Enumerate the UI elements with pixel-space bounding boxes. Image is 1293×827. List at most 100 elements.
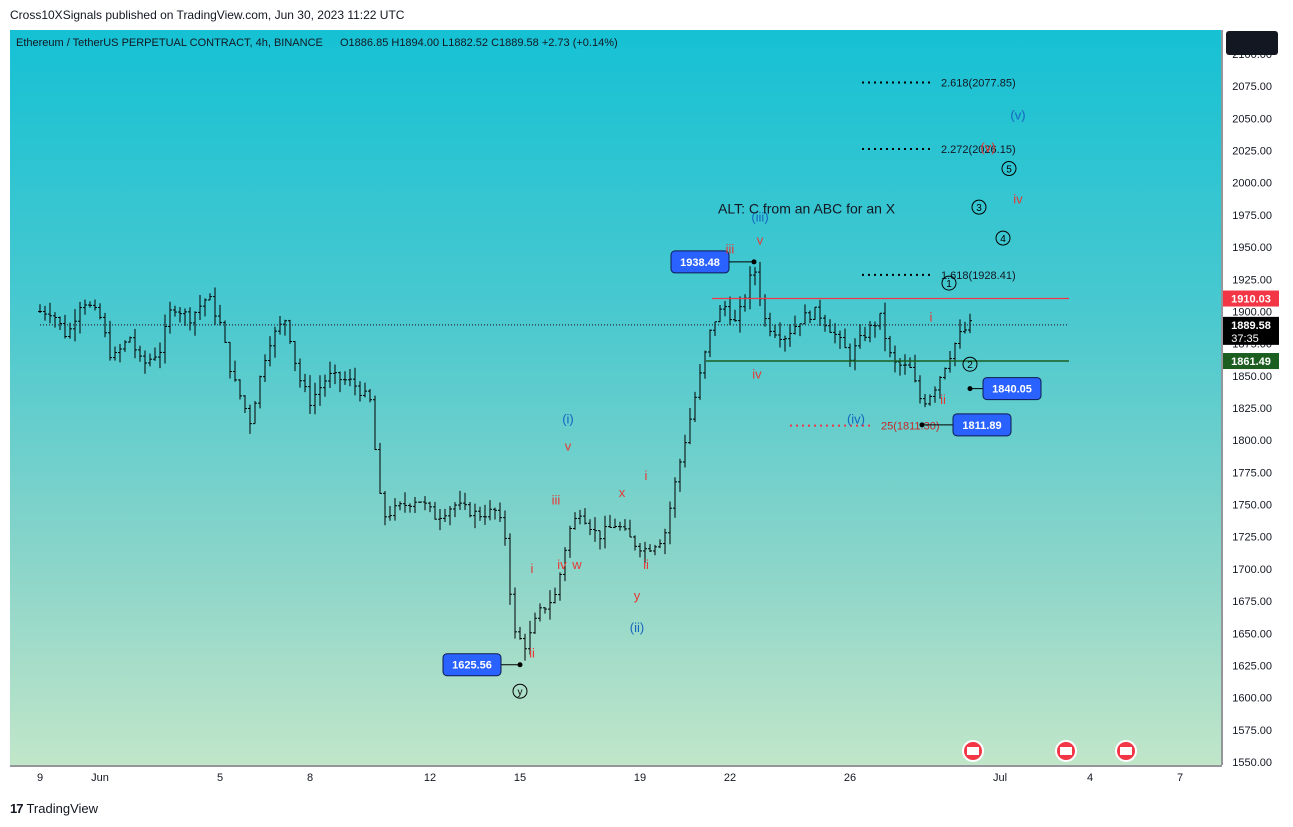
ohlc-values: O1886.85 H1894.00 L1882.52 C1889.58 +2.7… — [340, 37, 618, 49]
wave-label: y — [634, 588, 641, 603]
wave-label: i — [930, 310, 933, 325]
wave-circle — [971, 199, 987, 215]
y-tick-label: 1950.00 — [1232, 242, 1272, 254]
y-tick-label: 1700.00 — [1232, 564, 1272, 576]
price-badge-label: 1861.49 — [1231, 356, 1271, 368]
callout-label: 1938.48 — [680, 257, 720, 269]
event-flag-icon-inner — [1120, 747, 1132, 755]
wave-label: iv — [1013, 191, 1023, 206]
wave-label: iv — [557, 557, 567, 572]
price-badge — [1223, 316, 1279, 345]
x-tick-label: 5 — [217, 772, 223, 784]
wave-label: (iii) — [751, 209, 768, 224]
wave-circle — [512, 683, 528, 699]
wave-label: x — [619, 485, 626, 500]
y-tick-label: 2100.00 — [1232, 49, 1272, 61]
wave-label: i — [645, 468, 648, 483]
x-tick-label: 9 — [37, 772, 43, 784]
wave-label: ii — [643, 557, 649, 572]
price-badge — [1223, 353, 1279, 370]
wave-label: i — [531, 561, 534, 576]
annotation-text: ALT: C from an ABC for an X — [718, 201, 896, 217]
wave-circle-label: 4 — [1000, 234, 1006, 245]
price-badge-label: 1889.58 — [1231, 320, 1271, 332]
y-tick-label: 1650.00 — [1232, 628, 1272, 640]
y-tick-label: 1575.00 — [1232, 725, 1272, 737]
x-tick-label: 12 — [424, 772, 436, 784]
callout-dot — [517, 662, 523, 668]
chart-title: Ethereum / TetherUS PERPETUAL CONTRACT, … — [16, 37, 323, 49]
y-tick-label: 1550.00 — [1232, 757, 1272, 769]
y-tick-label: 1750.00 — [1232, 500, 1272, 512]
wave-label: (ii) — [630, 620, 644, 635]
x-tick-label: 19 — [634, 772, 646, 784]
wave-label: ii — [940, 392, 946, 407]
wave-circle-label: 2 — [967, 360, 973, 371]
footer: 17 TradingView — [10, 801, 98, 816]
wave-label: iv — [752, 366, 762, 381]
wave-label: iii — [552, 493, 561, 508]
y-tick-label: 2050.00 — [1232, 113, 1272, 125]
y-tick-label: 1725.00 — [1232, 532, 1272, 544]
wave-label: w — [571, 557, 582, 572]
callout-label: 1811.89 — [962, 420, 1001, 432]
event-flag-icon-inner — [1060, 747, 1072, 755]
callout-box — [952, 413, 1012, 437]
wave-circle — [962, 356, 978, 372]
y-tick-label: 1675.00 — [1232, 596, 1272, 608]
wave-circle-label: 3 — [976, 203, 982, 214]
tradingview-brand[interactable]: TradingView — [26, 801, 99, 816]
wave-label: (iv) — [847, 411, 865, 426]
y-tick-label: 1975.00 — [1232, 210, 1272, 222]
x-tick-label: Jun — [91, 772, 109, 784]
wave-label: (i) — [562, 411, 574, 426]
wave-circle — [941, 275, 957, 291]
callout-dot — [919, 422, 925, 428]
y-tick-label: 2000.00 — [1232, 178, 1272, 190]
fib-label: 2.618(2077.85) — [941, 77, 1016, 89]
wave-circle-label: y — [518, 687, 523, 698]
callout-label: 1625.56 — [452, 660, 492, 672]
callout-box — [982, 377, 1042, 401]
callout-dot — [967, 386, 973, 392]
x-tick-label: Jul — [993, 772, 1007, 784]
y-tick-label: 2075.00 — [1232, 81, 1272, 93]
wave-circle — [995, 230, 1011, 246]
x-tick-label: 7 — [1177, 772, 1183, 784]
y-tick-label: 1775.00 — [1232, 467, 1272, 479]
wave-label: v — [565, 438, 572, 453]
wave-label: (v) — [980, 140, 995, 155]
time-axis[interactable] — [10, 766, 1221, 792]
y-tick-label: 1825.00 — [1232, 403, 1272, 415]
tradingview-logo-icon[interactable]: 17 — [10, 801, 24, 816]
callout-box — [670, 250, 730, 274]
wave-circle — [1001, 161, 1017, 177]
fib-label: 25(1811.30) — [881, 421, 940, 433]
x-tick-label: 4 — [1087, 772, 1093, 784]
y-tick-label: 1800.00 — [1232, 435, 1272, 447]
wave-circle-label: 1 — [946, 279, 952, 290]
wave-label: iii — [726, 242, 735, 257]
y-tick-label: 1925.00 — [1232, 274, 1272, 286]
axis-top-badge — [1226, 31, 1278, 55]
x-tick-label: 8 — [307, 772, 313, 784]
x-tick-label: 15 — [514, 772, 526, 784]
wave-label: ii — [529, 646, 535, 661]
callout-label: 1840.05 — [992, 384, 1032, 396]
wave-label: v — [757, 233, 764, 248]
y-tick-label: 1625.00 — [1232, 660, 1272, 672]
wave-circle-label: 5 — [1006, 165, 1012, 176]
price-badge — [1223, 290, 1279, 307]
y-tick-label: 2025.00 — [1232, 146, 1272, 158]
countdown-label: 37:35 — [1231, 333, 1259, 345]
fib-label: 1.618(1928.41) — [941, 270, 1016, 282]
wave-label: (v) — [1010, 108, 1025, 123]
y-tick-label: 1900.00 — [1232, 306, 1272, 318]
price-axis[interactable] — [1222, 30, 1283, 765]
event-flag-icon-inner — [967, 747, 979, 755]
y-tick-label: 1600.00 — [1232, 693, 1272, 705]
y-tick-label: 1850.00 — [1232, 371, 1272, 383]
x-tick-label: 22 — [724, 772, 736, 784]
callout-dot — [751, 259, 757, 265]
